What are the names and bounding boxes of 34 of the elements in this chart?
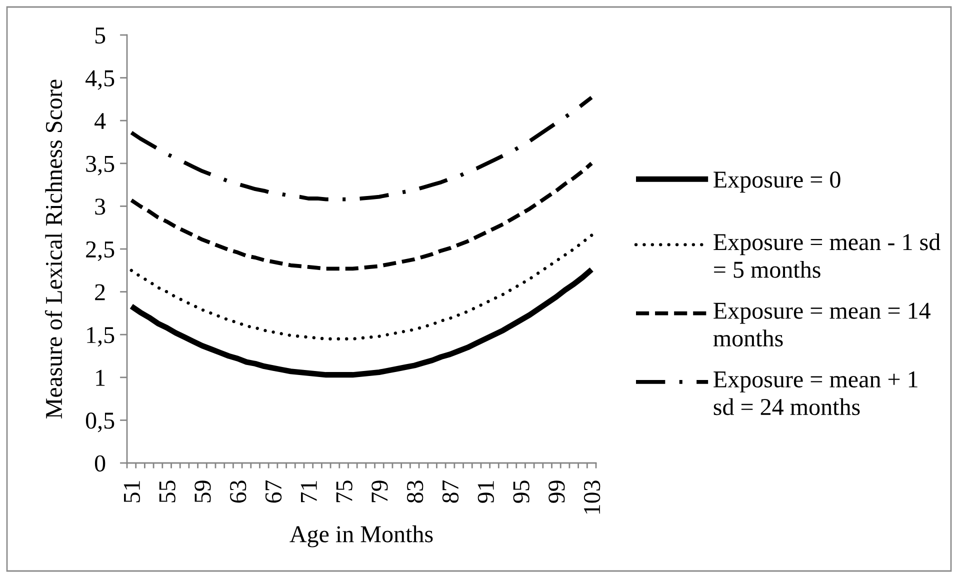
y-tick-label: 0 (94, 455, 106, 472)
x-tick-label: 79 (372, 480, 388, 502)
x-tick-label: 51 (124, 481, 140, 502)
y-axis-title: Measure of Lexical Richness Score (44, 80, 62, 418)
line-series (129, 161, 594, 271)
x-tick-label: 87 (442, 480, 459, 503)
y-tick-label: 2,5 (86, 241, 114, 262)
x-tick-label: 83 (406, 480, 424, 503)
y-tick-label: 3 (95, 198, 106, 215)
y-tick-label: 4,5 (86, 70, 114, 90)
legend-label: Exposure = mean - 1 sd = 5 months (714, 233, 940, 278)
x-tick-label: 99 (548, 480, 565, 503)
y-tick-label: 2 (95, 284, 105, 300)
y-tick-label: 3,5 (86, 156, 114, 176)
x-tick-label: 103 (584, 480, 600, 514)
y-tick-label: 0,5 (86, 412, 114, 432)
y-tick-label: 5 (95, 28, 106, 44)
legend-label: Exposure = mean = 14 months (713, 302, 930, 347)
line-series (130, 234, 594, 340)
y-tick-label: 4 (94, 113, 106, 129)
x-tick-label: 67 (265, 480, 282, 503)
legend-label: Exposure = mean + 1 sd = 24 months (714, 371, 918, 416)
y-tick-label: 1,5 (87, 327, 114, 347)
x-axis-title: Age in Months (290, 525, 433, 548)
x-tick-label: 75 (336, 480, 352, 502)
x-tick-label: 55 (159, 480, 176, 502)
x-tick-label: 95 (513, 480, 530, 503)
y-tick-label: 1 (96, 370, 105, 386)
x-tick-label: 71 (300, 481, 317, 502)
legend-label: Exposure = 0 (714, 172, 840, 193)
x-tick-label: 59 (194, 480, 211, 502)
x-tick-label: 63 (230, 480, 246, 503)
line-series (129, 96, 594, 202)
x-tick-label: 91 (478, 481, 494, 503)
